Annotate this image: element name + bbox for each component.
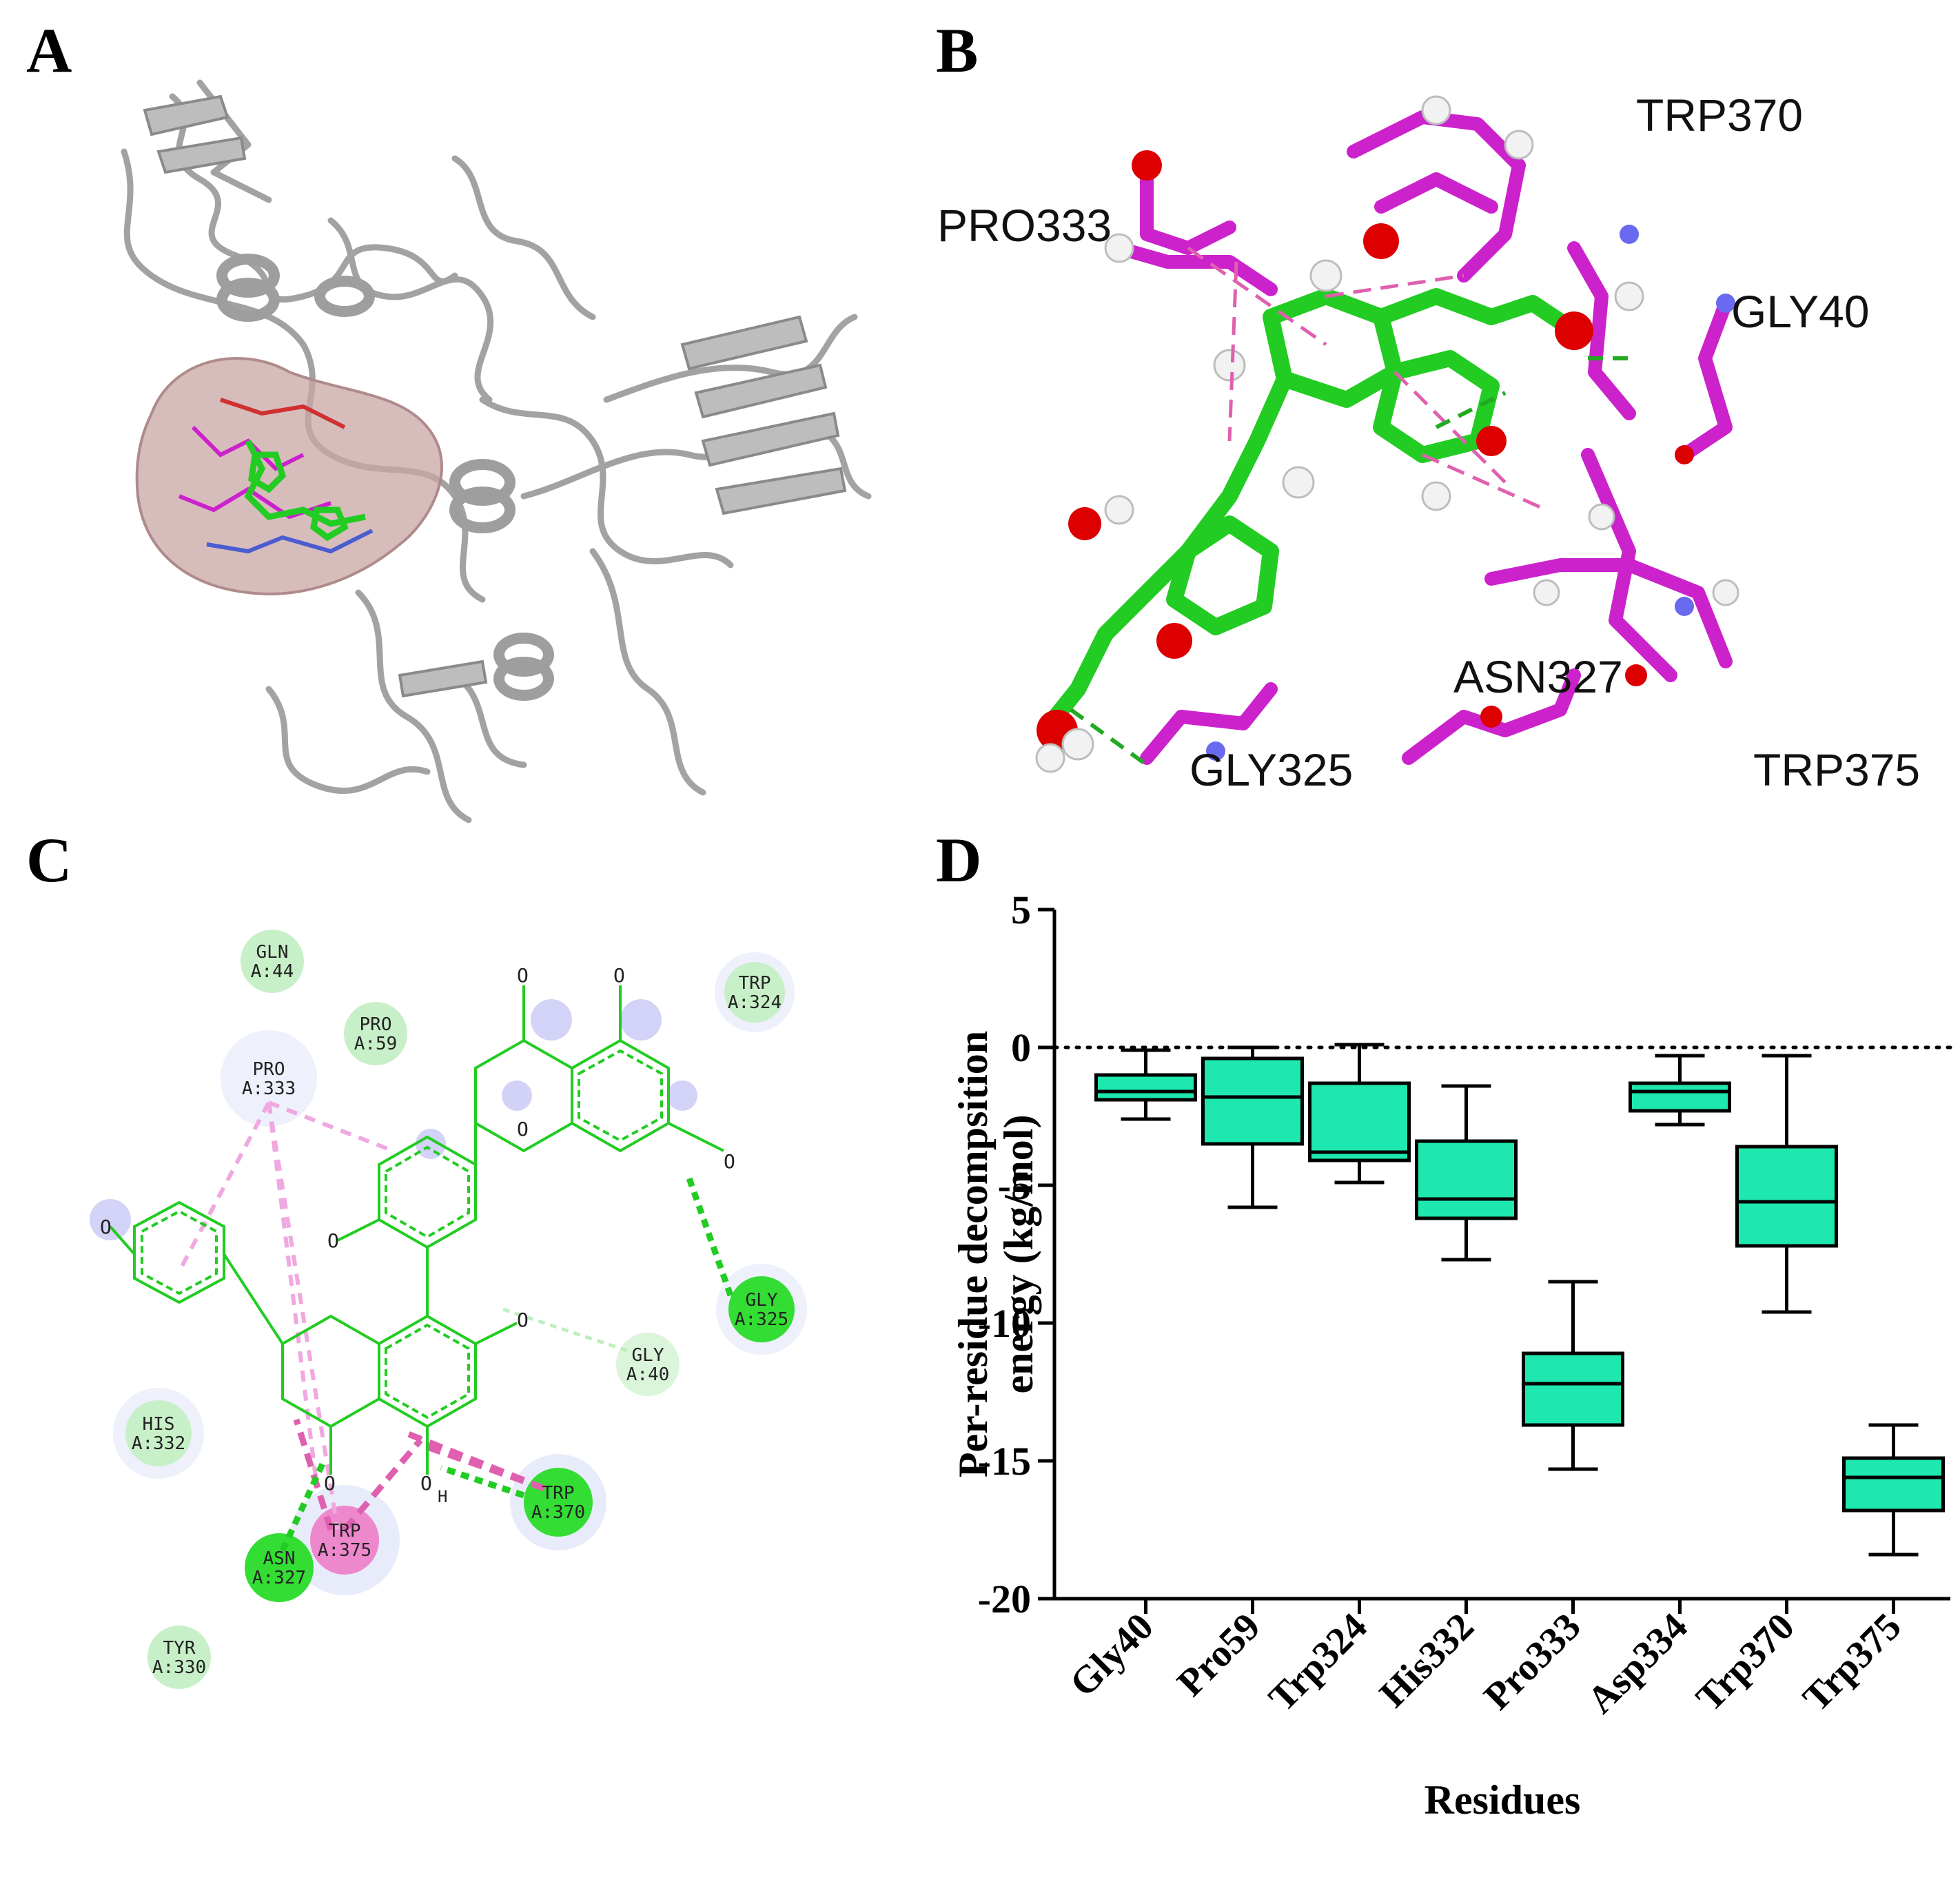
label-pro333: PRO333 xyxy=(940,200,1112,251)
residue-name-trp375: TRP xyxy=(329,1521,361,1541)
box-iqr xyxy=(1735,1145,1838,1248)
atom-o-8: O xyxy=(420,1472,432,1495)
panel-label-a: A xyxy=(26,15,72,85)
y-axis-label-line-2: energy (kg/mol) xyxy=(996,1115,1041,1394)
atom-o-1: O xyxy=(517,964,529,987)
box-iqr xyxy=(1415,1139,1518,1220)
panel-label-d: D xyxy=(936,825,982,895)
panel-label-c: C xyxy=(26,825,72,895)
panel-label-b: B xyxy=(936,15,979,85)
label-trp375: TRP375 xyxy=(1753,744,1920,795)
box-asp334 xyxy=(1629,1054,1731,1127)
residue-name-pro59: PRO xyxy=(360,1014,392,1035)
box-iqr xyxy=(1629,1081,1731,1113)
box-pro333 xyxy=(1522,1280,1624,1471)
residue-id-gly40: A:40 xyxy=(626,1364,670,1385)
atom-o-3: O xyxy=(100,1216,112,1238)
label-trp370: TRP370 xyxy=(1636,90,1803,141)
residue-name-his332: HIS xyxy=(143,1414,175,1435)
residue-id-pro59: A:59 xyxy=(354,1034,398,1054)
residue-id-gly325: A:325 xyxy=(735,1309,788,1330)
y-tick-label: -15 xyxy=(978,1439,1031,1484)
box-pro59 xyxy=(1201,1045,1304,1209)
label-gly325: GLY325 xyxy=(1190,744,1353,795)
box-iqr xyxy=(1842,1456,1945,1513)
residue-id-his332: A:332 xyxy=(132,1433,185,1454)
residue-id-trp324: A:324 xyxy=(728,992,782,1013)
residue-name-trp324: TRP xyxy=(739,973,771,994)
atom-o-7: O xyxy=(324,1472,336,1495)
residue-id-gln44: A:44 xyxy=(251,961,294,982)
x-tick-label: Trp375 xyxy=(1795,1605,1909,1719)
y-tick-label: 0 xyxy=(1011,1025,1031,1070)
y-tick-label: 5 xyxy=(1011,889,1031,932)
atom-o-2: O xyxy=(613,964,625,987)
box-trp324 xyxy=(1308,1043,1411,1185)
residue-name-tyr330: TYR xyxy=(163,1638,196,1659)
box-gly40 xyxy=(1094,1048,1197,1121)
x-tick-label: His332 xyxy=(1371,1605,1482,1715)
panel-c-interaction-diagram: O O O O O O O O O H GLN A:44 PRO A:59 PR… xyxy=(90,930,807,1689)
residue-id-asn327: A:327 xyxy=(252,1568,306,1588)
residue-name-pro333: PRO xyxy=(253,1059,285,1080)
residue-id-trp370: A:370 xyxy=(531,1502,585,1523)
box-trp375 xyxy=(1842,1423,1945,1557)
y-tick-label: -10 xyxy=(978,1301,1031,1346)
residue-id-trp375: A:375 xyxy=(318,1540,371,1561)
y-axis-label-line-1: Per-residue decompsition xyxy=(951,1031,996,1477)
panel-b-binding-pose: TRP370 PRO333 GLY40 ASN327 TRP375 GLY325 xyxy=(940,90,1920,795)
box-his332 xyxy=(1415,1084,1518,1262)
x-tick-label: Asp334 xyxy=(1579,1605,1695,1721)
y-axis-label: Per-residue decompsitionenergy (kg/mol) xyxy=(951,1031,1041,1477)
y-tick-label: -5 xyxy=(998,1163,1031,1208)
label-asn327: ASN327 xyxy=(1453,651,1623,702)
residue-name-asn327: ASN xyxy=(263,1548,296,1569)
box-iqr xyxy=(1201,1056,1304,1146)
x-tick-label: Trp324 xyxy=(1260,1605,1375,1719)
x-tick-label: Trp370 xyxy=(1688,1605,1802,1719)
atom-h: H xyxy=(438,1487,447,1506)
x-axis-label: Residues xyxy=(1425,1777,1581,1823)
panel-a-protein-structure xyxy=(121,79,872,823)
x-tick-label: Gly40 xyxy=(1062,1605,1162,1705)
label-gly40: GLY40 xyxy=(1731,286,1870,337)
residue-name-gln44: GLN xyxy=(256,942,289,963)
atom-o-5: O xyxy=(724,1150,735,1173)
box-iqr xyxy=(1522,1351,1624,1427)
residue-name-gly325: GLY xyxy=(746,1290,778,1311)
panel-d-boxplot: 5 0 -5 -10 -15 -20 Gly40 Pro59Trp324His332Pro33… xyxy=(951,889,1952,1823)
box-trp370 xyxy=(1735,1054,1838,1314)
x-tick-label: Pro59 xyxy=(1169,1605,1268,1704)
atom-o-4: O xyxy=(327,1229,339,1252)
atom-o-9: O xyxy=(517,1118,529,1140)
chart-boxes xyxy=(1094,1043,1945,1557)
residue-id-pro333: A:333 xyxy=(242,1078,296,1099)
residue-name-trp370: TRP xyxy=(542,1483,575,1504)
box-iqr xyxy=(1094,1073,1197,1102)
residue-id-tyr330: A:330 xyxy=(152,1657,206,1678)
x-tick-label: Pro333 xyxy=(1476,1605,1589,1718)
y-tick-label: -20 xyxy=(978,1577,1031,1621)
box-iqr xyxy=(1308,1081,1411,1162)
chart-axes: 5 0 -5 -10 -15 -20 Gly40 Pro59Trp324His332Pro33… xyxy=(978,889,1952,1722)
residue-name-gly40: GLY xyxy=(632,1345,664,1366)
atom-o-6: O xyxy=(517,1309,529,1331)
